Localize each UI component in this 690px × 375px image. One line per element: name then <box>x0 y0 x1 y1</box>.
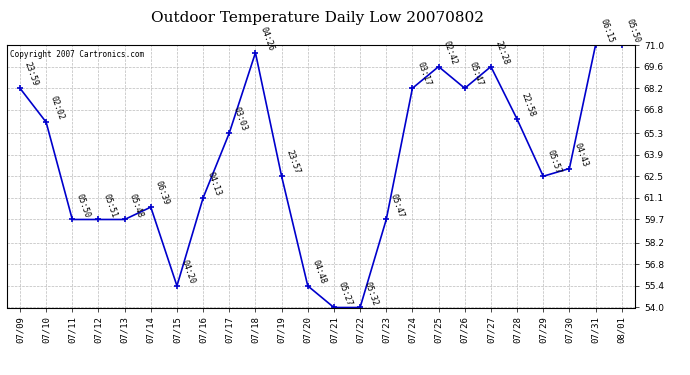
Text: 06:39: 06:39 <box>154 180 170 206</box>
Text: 23:59: 23:59 <box>23 61 40 87</box>
Text: 04:13: 04:13 <box>206 171 223 197</box>
Text: Copyright 2007 Cartronics.com: Copyright 2007 Cartronics.com <box>10 50 144 59</box>
Text: 22:28: 22:28 <box>493 39 511 66</box>
Text: 06:15: 06:15 <box>598 18 615 44</box>
Text: 05:32: 05:32 <box>363 280 380 307</box>
Text: 23:57: 23:57 <box>284 149 302 176</box>
Text: 05:27: 05:27 <box>337 280 354 307</box>
Text: 05:47: 05:47 <box>468 61 484 87</box>
Text: 04:48: 04:48 <box>310 258 328 285</box>
Text: 22:58: 22:58 <box>520 92 537 118</box>
Text: 03:17: 03:17 <box>415 61 432 87</box>
Text: Outdoor Temperature Daily Low 20070802: Outdoor Temperature Daily Low 20070802 <box>151 11 484 25</box>
Text: 05:51: 05:51 <box>101 192 118 219</box>
Text: 02:42: 02:42 <box>442 39 458 66</box>
Text: 05:50: 05:50 <box>75 192 92 219</box>
Text: 03:03: 03:03 <box>232 106 249 132</box>
Text: 05:47: 05:47 <box>389 192 406 219</box>
Text: 04:43: 04:43 <box>572 141 589 168</box>
Text: 05:50: 05:50 <box>624 18 642 44</box>
Text: 05:57: 05:57 <box>546 149 563 176</box>
Text: 02:02: 02:02 <box>49 95 66 122</box>
Text: 04:26: 04:26 <box>258 26 275 52</box>
Text: 05:48: 05:48 <box>128 192 144 219</box>
Text: 04:20: 04:20 <box>179 258 197 285</box>
